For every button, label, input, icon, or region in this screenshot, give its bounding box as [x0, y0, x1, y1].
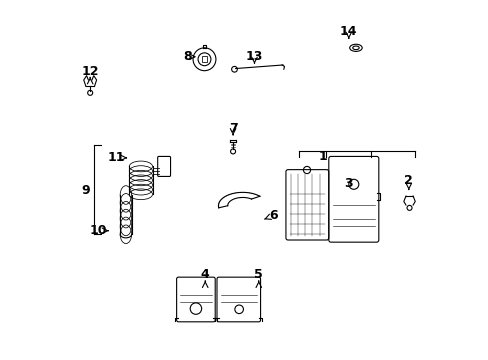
Bar — [201, 57, 207, 62]
Text: 8: 8 — [183, 50, 191, 63]
Text: 5: 5 — [254, 268, 263, 281]
Text: 7: 7 — [228, 122, 237, 135]
Text: 10: 10 — [90, 224, 107, 237]
Text: 2: 2 — [404, 174, 412, 186]
Text: 9: 9 — [81, 184, 90, 197]
Text: 6: 6 — [268, 209, 277, 222]
Text: 11: 11 — [108, 151, 125, 165]
Text: 12: 12 — [81, 64, 99, 77]
Text: 14: 14 — [339, 25, 357, 38]
Text: 3: 3 — [343, 177, 352, 190]
Text: 4: 4 — [201, 268, 209, 281]
Text: 13: 13 — [245, 50, 263, 63]
Text: 1: 1 — [318, 150, 327, 163]
